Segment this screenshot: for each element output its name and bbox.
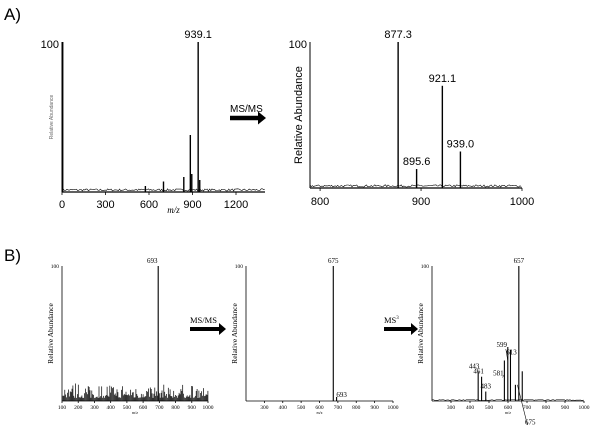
peak-leader-line: [517, 384, 528, 425]
peak-label: 939.0: [447, 139, 475, 151]
peak-label: 675: [328, 257, 339, 265]
peak-label: 895.6: [403, 156, 431, 168]
x-tick-label: 900: [412, 196, 430, 208]
arrow-1: MS/MS: [230, 104, 266, 125]
baseline-noise: [62, 383, 209, 401]
x-tick-label: 400: [279, 405, 288, 411]
charts: 100 Relative Abundance 0 300 600 900 1200 m/z 93…: [41, 29, 590, 425]
x-tick-label: 600: [504, 405, 513, 411]
peak-label: 483: [481, 383, 492, 391]
x-axis-label: m/z: [317, 410, 323, 415]
peak-label: 693: [147, 257, 158, 265]
peak-leader-line: [505, 348, 509, 362]
x-tick-label: 400: [466, 405, 475, 411]
x-tick-label: 1200: [224, 199, 248, 211]
panel-label-a: A): [4, 5, 21, 24]
chart-4: 100 Relative Abundance 300 400 500 600 700 800 9…: [230, 257, 399, 415]
arrow-label: MS/MS: [190, 315, 217, 325]
y-axis-label: Relative Abundance: [46, 303, 55, 364]
peak-label: 693: [336, 391, 347, 399]
x-axis-label: m/z: [167, 205, 180, 215]
arrow-label: MS/MS: [230, 104, 263, 115]
x-tick-label: 800: [352, 405, 361, 411]
x-tick-label: 900: [188, 405, 197, 411]
peak-label: 599: [497, 341, 508, 349]
x-axis-label: m/z: [505, 410, 511, 415]
x-tick-label: 600: [140, 199, 158, 211]
x-tick-label: 700: [523, 405, 532, 411]
x-tick-label: 300: [96, 199, 114, 211]
x-tick-label: 800: [311, 196, 329, 208]
panel-label-b: B): [4, 246, 21, 265]
x-tick-label: 500: [297, 405, 306, 411]
peak-label: 461: [473, 368, 484, 376]
x-tick-label: 300: [447, 405, 456, 411]
x-tick-label: 1000: [388, 405, 399, 411]
y-max-label: 100: [289, 39, 307, 51]
y-axis-label: Relative Abundance: [416, 303, 425, 364]
x-tick-label: 900: [183, 199, 201, 211]
peak-label: 443: [469, 362, 480, 370]
arrow-shaft: [190, 327, 219, 331]
y-max-label: 100: [41, 39, 59, 51]
arrow-2: MS/MS: [190, 315, 226, 335]
x-tick-label: 300: [260, 405, 269, 411]
peak-label: 921.1: [429, 73, 457, 85]
x-tick-label: 800: [542, 405, 551, 411]
peak-label: 939.1: [184, 29, 212, 41]
baseline-noise: [309, 184, 522, 188]
arrows: MS/MS MS/MS MS3: [190, 104, 418, 335]
chart-2: 100 Relative Abundance 800 900 1000 877.3 895.…: [289, 29, 535, 208]
arrow-label: MS3: [384, 315, 399, 325]
arrow-head: [258, 111, 266, 125]
y-max-label: 100: [421, 264, 430, 270]
x-tick-label: 600: [315, 405, 324, 411]
x-tick-label: 600: [139, 405, 148, 411]
arrow-3: MS3: [384, 315, 418, 335]
x-tick-label: 100: [58, 405, 67, 411]
x-tick-label: 500: [123, 405, 132, 411]
chart-1: 100 Relative Abundance 0 300 600 900 1200 m/z 93…: [41, 29, 265, 215]
x-tick-label: 500: [485, 405, 494, 411]
x-tick-label: 1000: [579, 405, 590, 411]
y-max-label: 100: [235, 264, 244, 270]
y-axis-label: Relative Abundance: [230, 303, 239, 364]
x-tick-label: 200: [74, 405, 83, 411]
peak-label: 581: [493, 370, 504, 378]
peak-leader-line: [502, 374, 505, 378]
x-tick-label: 400: [107, 405, 116, 411]
x-tick-label: 700: [334, 405, 343, 411]
y-axis-label: Relative Abundance: [49, 95, 55, 140]
x-axis-label: m/z: [132, 410, 138, 415]
x-tick-label: 1000: [510, 196, 534, 208]
arrow-head: [411, 323, 418, 335]
peak-label: 613: [506, 349, 517, 357]
y-max-label: 100: [51, 264, 60, 270]
x-tick-label: 300: [90, 405, 99, 411]
peak-label: 877.3: [384, 29, 412, 41]
arrow-head: [219, 323, 226, 335]
arrow-shaft: [230, 115, 258, 121]
peak-label: 675: [525, 418, 536, 425]
chart-5: 100 Relative Abundance 300 400 500 600 700 800 9…: [416, 257, 590, 425]
x-tick-label: 800: [171, 405, 180, 411]
y-axis-label: Relative Abundance: [293, 66, 305, 164]
x-tick-label: 700: [155, 405, 164, 411]
arrow-label-superscript: 3: [396, 316, 399, 321]
x-tick-label: 1000: [203, 405, 214, 411]
arrow-shaft: [384, 327, 411, 331]
baseline-noise: [431, 399, 584, 401]
x-tick-label: 900: [561, 405, 570, 411]
x-tick-label: 0: [59, 199, 65, 211]
chart-3: 100 Relative Abundance 100 200 300 400 500 600 7…: [46, 257, 214, 415]
peak-label: 657: [514, 257, 525, 265]
x-tick-label: 900: [371, 405, 380, 411]
